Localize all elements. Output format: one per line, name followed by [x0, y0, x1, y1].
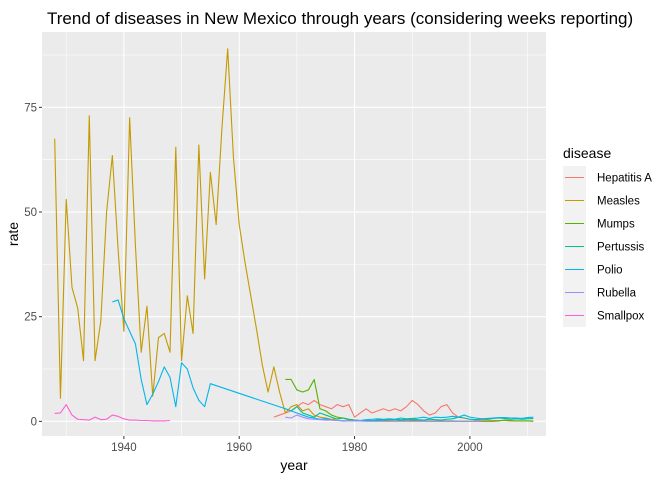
- y-tick-label: 25: [24, 312, 37, 324]
- legend-label-rubella: Rubella: [597, 288, 637, 300]
- series-line-mumps: [285, 378, 534, 422]
- x-tick-label: 2000: [457, 442, 483, 454]
- y-tick-label: 0: [31, 416, 37, 428]
- x-axis: 1940 1960 1980 2000: [111, 436, 483, 454]
- legend-label-polio: Polio: [597, 265, 623, 277]
- legend-label-mumps: Mumps: [597, 219, 635, 231]
- y-axis: 0 25 50 75: [24, 102, 42, 428]
- x-axis-title: year: [280, 457, 308, 473]
- x-tick-label: 1960: [226, 442, 252, 454]
- legend-label-measles: Measles: [597, 196, 640, 208]
- x-tick-label: 1940: [111, 442, 137, 454]
- series-line-smallpox: [54, 404, 171, 422]
- y-tick-label: 50: [24, 207, 37, 219]
- chart-title: Trend of diseases in New Mexico through …: [47, 9, 633, 28]
- grid-lines: [42, 32, 546, 436]
- legend-label-hepatitis-a: Hepatitis A: [597, 173, 652, 185]
- series-lines: [54, 48, 534, 422]
- series-line-measles: [54, 48, 482, 422]
- legend-title: disease: [563, 145, 611, 161]
- x-tick-label: 1980: [342, 442, 368, 454]
- legend: disease Hepatitis A Measles Mumps Pertussis…: [563, 145, 652, 327]
- y-tick-label: 75: [24, 102, 37, 114]
- series-line-hepatitis-a: [273, 399, 534, 422]
- legend-label-pertussis: Pertussis: [597, 242, 645, 254]
- y-axis-title: rate: [5, 222, 21, 246]
- legend-label-smallpox: Smallpox: [597, 311, 645, 323]
- series-line-rubella: [285, 414, 482, 422]
